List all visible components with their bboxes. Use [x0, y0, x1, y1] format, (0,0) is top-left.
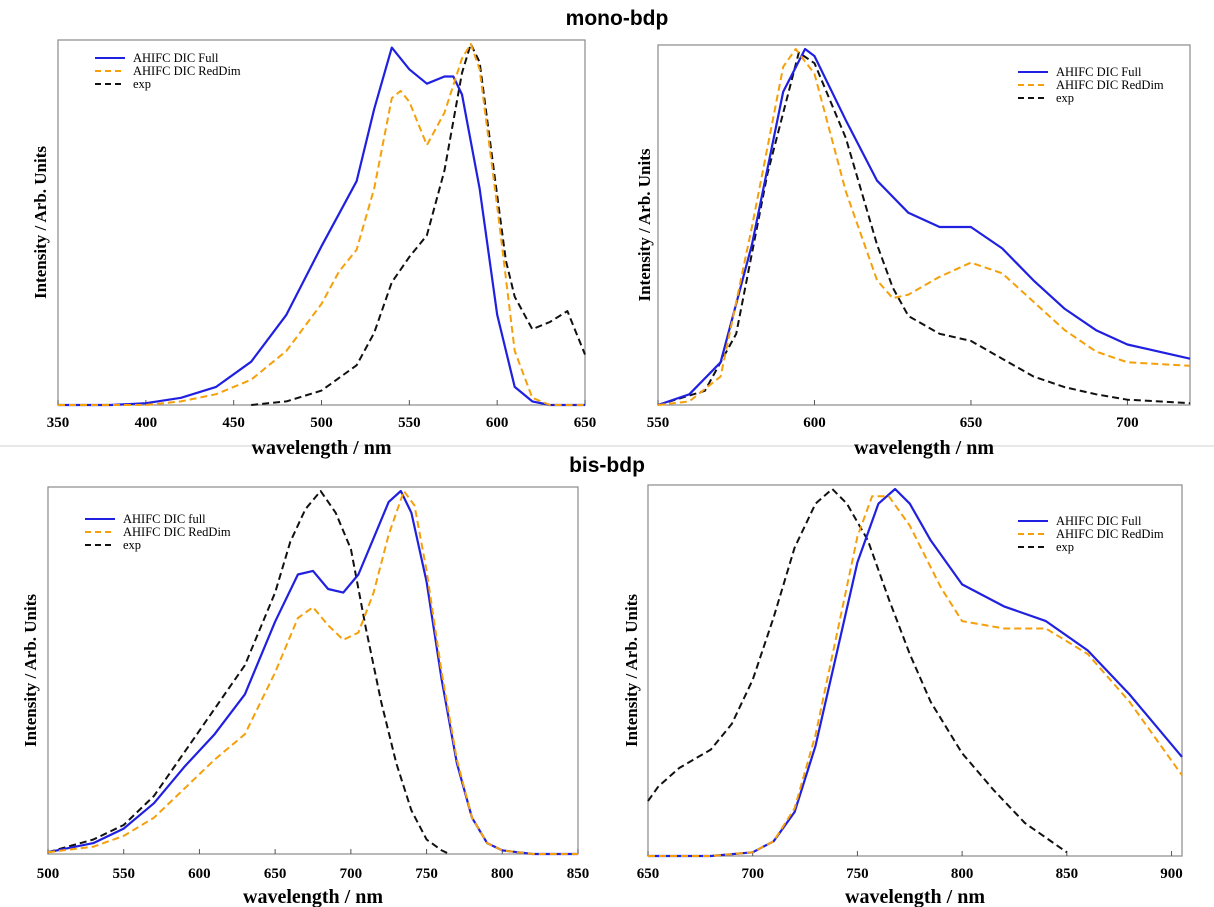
x-tick-label: 850 — [1056, 866, 1079, 882]
legend-label: exp — [1056, 540, 1074, 554]
legend-label: AHIFC DIC RedDim — [1056, 78, 1164, 92]
section-title-bis: bis-bdp — [569, 454, 645, 477]
chart-2: 550 600 650 700 wavelength / nm Intensity / A… — [635, 44, 1191, 459]
legend-label: AHIFC DIC Full — [133, 51, 219, 65]
x-tick-label: 650 — [637, 866, 660, 882]
x-tick-label: 600 — [803, 415, 826, 431]
legend-label: exp — [133, 77, 151, 91]
x-axis-label: wavelength / nm — [243, 886, 383, 907]
series-line-exp — [657, 51, 1191, 406]
y-axis-label: Intensity / Arb. Units — [622, 594, 641, 747]
series-line-ahifc-dic-full — [657, 47, 1191, 407]
x-tick-label: 350 — [47, 415, 70, 431]
chart-4: 650 700 750 800 850 900 wavelength / nm Intensi… — [622, 484, 1183, 907]
x-tick-label: 700 — [1116, 415, 1139, 431]
x-tick-label: 600 — [188, 866, 211, 882]
chart-1: 350 400 450 500 550 600 650 wavelength / nm Inte… — [31, 39, 597, 459]
x-tick-label: 650 — [264, 866, 287, 882]
series-line-ahifc-dic-full — [58, 46, 585, 407]
legend-label: AHIFC DIC full — [123, 512, 206, 526]
legend-label: exp — [123, 538, 141, 552]
chart-3: 500 550 600 650 700 750 800 850 wavelength / nm I… — [21, 486, 590, 907]
legend-label: AHIFC DIC RedDim — [133, 64, 241, 78]
legend-label: AHIFC DIC Full — [1056, 65, 1142, 79]
x-tick-label: 700 — [340, 866, 363, 882]
plot-frame — [47, 486, 579, 855]
x-tick-label: 800 — [491, 866, 514, 882]
y-axis-label: Intensity / Arb. Units — [21, 594, 40, 747]
x-tick-label: 650 — [574, 415, 597, 431]
x-tick-label: 750 — [846, 866, 869, 882]
x-tick-label: 550 — [398, 415, 421, 431]
section-title-mono: mono-bdp — [566, 7, 669, 30]
x-axis-label: wavelength / nm — [854, 437, 994, 459]
series-line-exp — [251, 43, 586, 406]
plot-frame — [657, 44, 1191, 406]
x-tick-label: 500 — [37, 866, 60, 882]
plot-frame — [647, 484, 1183, 857]
x-axis-label: wavelength / nm — [252, 437, 392, 459]
x-tick-label: 600 — [486, 415, 509, 431]
series-line-exp — [647, 488, 1068, 854]
x-tick-label: 400 — [135, 415, 158, 431]
x-tick-label: 500 — [310, 415, 333, 431]
series-line-ahifc-dic-reddim — [58, 43, 585, 406]
series-line-ahifc-dic-reddim — [47, 490, 578, 855]
legend-label: AHIFC DIC RedDim — [1056, 527, 1164, 541]
series-line-ahifc-dic-reddim — [657, 48, 1191, 406]
y-axis-label: Intensity / Arb. Units — [635, 148, 654, 301]
x-tick-label: 750 — [415, 866, 438, 882]
series-line-ahifc-dic-reddim — [648, 495, 1183, 857]
x-tick-label: 900 — [1160, 866, 1183, 882]
legend-label: AHIFC DIC Full — [1056, 514, 1142, 528]
legend-label: AHIFC DIC RedDim — [123, 525, 231, 539]
x-tick-label: 550 — [112, 866, 135, 882]
x-tick-label: 850 — [567, 866, 590, 882]
x-tick-label: 700 — [741, 866, 764, 882]
x-tick-label: 450 — [222, 415, 245, 431]
x-tick-label: 650 — [960, 415, 983, 431]
x-tick-label: 800 — [951, 866, 974, 882]
x-axis-label: wavelength / nm — [845, 886, 985, 907]
legend-label: exp — [1056, 91, 1074, 105]
y-axis-label: Intensity / Arb. Units — [31, 146, 50, 299]
series-line-ahifc-dic-full — [648, 487, 1183, 858]
x-tick-label: 550 — [647, 415, 670, 431]
